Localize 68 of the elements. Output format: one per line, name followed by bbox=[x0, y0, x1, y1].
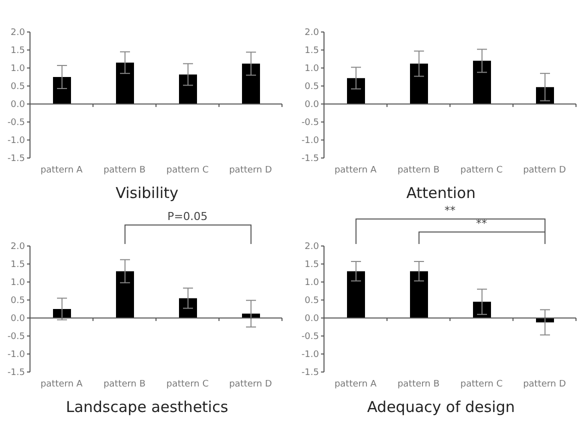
bar bbox=[179, 298, 197, 318]
x-tick-label: pattern D bbox=[523, 165, 566, 176]
y-tick-label: -0.5 bbox=[301, 332, 319, 342]
text: ** bbox=[475, 216, 488, 230]
y-tick-label: 0.0 bbox=[304, 314, 320, 324]
y-tick-label: -1.5 bbox=[7, 368, 25, 378]
y-tick-label: -1.5 bbox=[7, 154, 25, 164]
text: Attention bbox=[405, 184, 477, 202]
text: ** bbox=[444, 204, 456, 216]
x-tick-label: pattern B bbox=[397, 378, 440, 389]
bar bbox=[410, 270, 428, 318]
bar bbox=[347, 270, 365, 318]
bar bbox=[536, 87, 554, 104]
y-tick-label: 2.0 bbox=[10, 242, 26, 252]
y-tick-label: -1.0 bbox=[301, 350, 320, 360]
y-tick-label: -1.0 bbox=[7, 136, 26, 146]
bar bbox=[473, 301, 491, 318]
x-tick-label: pattern B bbox=[397, 165, 440, 176]
y-tick-label: 0.5 bbox=[304, 82, 319, 92]
bar bbox=[410, 64, 428, 104]
x-tick-label: pattern A bbox=[40, 165, 84, 176]
x-tick-label: pattern C bbox=[460, 378, 503, 389]
bar bbox=[347, 78, 365, 104]
y-tick-label: 1.5 bbox=[304, 46, 319, 56]
bar bbox=[53, 77, 71, 104]
y-tick-label: -0.5 bbox=[7, 118, 25, 128]
x-tick-label: pattern A bbox=[40, 378, 84, 389]
y-tick-label: 1.5 bbox=[10, 46, 25, 56]
y-tick-label: 1.5 bbox=[10, 260, 25, 270]
bar bbox=[179, 74, 197, 104]
y-tick-label: -1.5 bbox=[301, 368, 319, 378]
x-tick-label: pattern B bbox=[103, 165, 146, 176]
bar bbox=[116, 270, 134, 318]
x-tick-label: pattern D bbox=[229, 378, 272, 389]
text: Landscape aesthetics bbox=[64, 398, 230, 416]
y-tick-label: 0.0 bbox=[304, 100, 320, 110]
y-tick-label: 1.5 bbox=[304, 260, 319, 270]
bar bbox=[242, 64, 260, 104]
y-tick-label: -1.0 bbox=[301, 136, 320, 146]
y-tick-label: -0.5 bbox=[7, 332, 25, 342]
x-tick-label: pattern A bbox=[334, 378, 378, 389]
x-tick-label: pattern C bbox=[460, 165, 503, 176]
y-tick-label: 2.0 bbox=[304, 28, 320, 38]
y-tick-label: 0.5 bbox=[304, 296, 319, 306]
y-tick-label: 0.0 bbox=[10, 100, 26, 110]
x-tick-label: pattern B bbox=[103, 378, 146, 389]
y-tick-label: 1.0 bbox=[10, 278, 26, 288]
text: Visibility bbox=[114, 184, 180, 202]
bar bbox=[473, 60, 491, 104]
y-tick-label: 0.0 bbox=[10, 314, 26, 324]
y-tick-label: 1.0 bbox=[304, 64, 320, 74]
y-tick-label: -1.0 bbox=[7, 350, 26, 360]
x-tick-label: pattern C bbox=[166, 165, 209, 176]
y-tick-label: 2.0 bbox=[304, 242, 320, 252]
x-tick-label: pattern D bbox=[523, 378, 566, 389]
y-tick-label: 2.0 bbox=[10, 28, 26, 38]
y-tick-label: -1.5 bbox=[301, 154, 319, 164]
text: Adequacy of design bbox=[366, 398, 516, 416]
y-tick-label: 1.0 bbox=[304, 278, 320, 288]
text: P=0.05 bbox=[166, 210, 209, 222]
y-tick-label: 1.0 bbox=[10, 64, 26, 74]
y-tick-label: 0.5 bbox=[10, 296, 25, 306]
x-tick-label: pattern D bbox=[229, 165, 272, 176]
y-tick-label: 0.5 bbox=[10, 82, 25, 92]
y-tick-label: -0.5 bbox=[301, 118, 319, 128]
x-tick-label: pattern A bbox=[334, 165, 378, 176]
bar bbox=[116, 62, 134, 104]
x-tick-label: pattern C bbox=[166, 378, 209, 389]
